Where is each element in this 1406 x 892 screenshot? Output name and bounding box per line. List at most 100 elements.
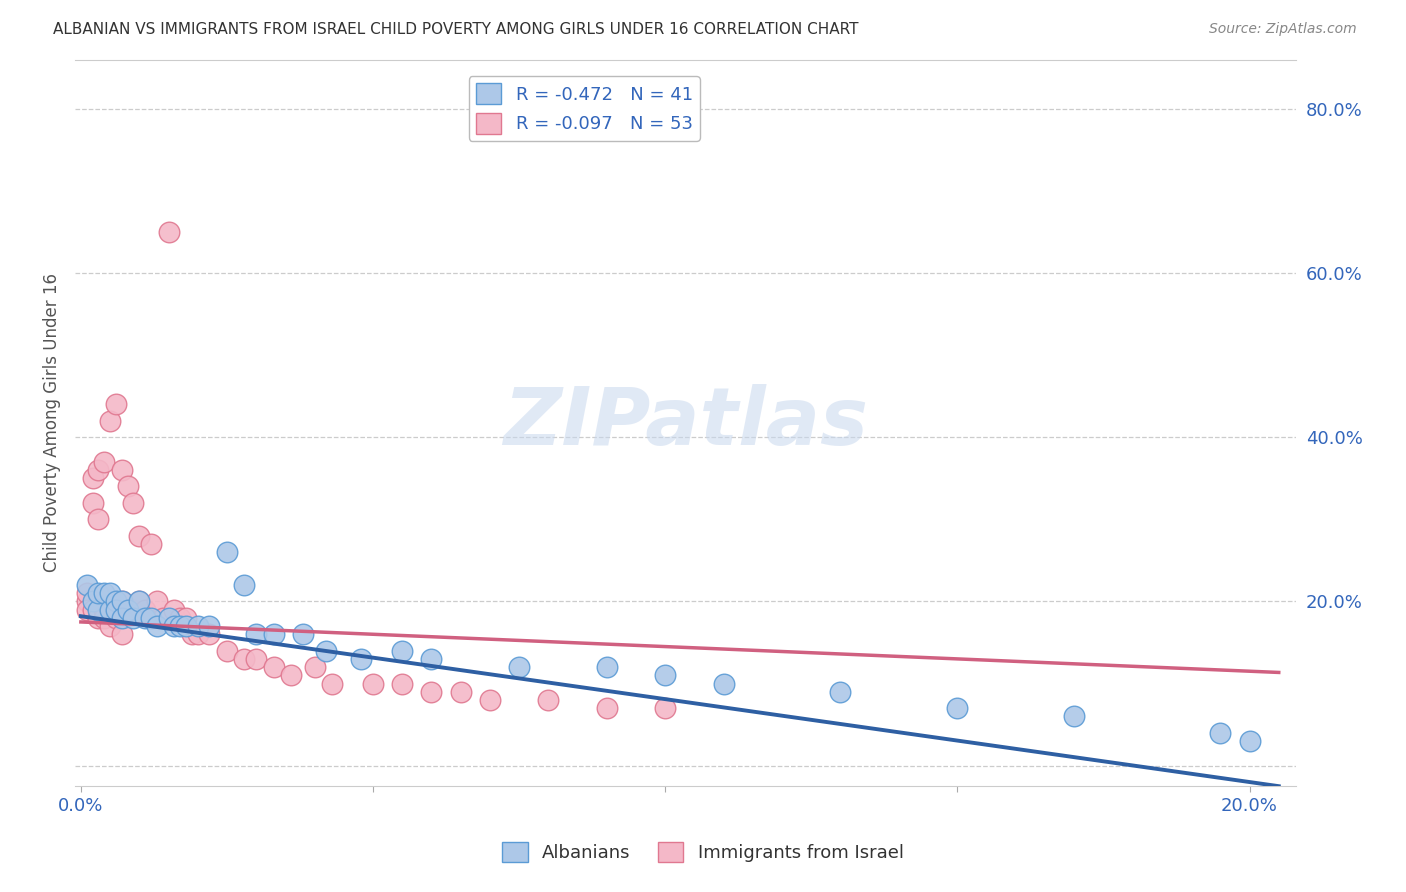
Point	[215, 643, 238, 657]
Point	[111, 463, 134, 477]
Legend: Albanians, Immigrants from Israel: Albanians, Immigrants from Israel	[495, 834, 911, 870]
Point	[76, 586, 98, 600]
Point	[304, 660, 326, 674]
Point	[321, 676, 343, 690]
Point	[104, 594, 127, 608]
Point	[169, 619, 191, 633]
Point	[830, 684, 852, 698]
Point	[1209, 726, 1232, 740]
Point	[291, 627, 314, 641]
Point	[713, 676, 735, 690]
Point	[117, 479, 139, 493]
Point	[98, 602, 121, 616]
Point	[450, 684, 472, 698]
Point	[104, 397, 127, 411]
Point	[163, 619, 186, 633]
Y-axis label: Child Poverty Among Girls Under 16: Child Poverty Among Girls Under 16	[44, 273, 60, 573]
Point	[537, 693, 560, 707]
Point	[139, 611, 162, 625]
Point	[104, 611, 127, 625]
Point	[111, 611, 134, 625]
Point	[315, 643, 337, 657]
Point	[122, 496, 145, 510]
Point	[596, 701, 619, 715]
Point	[654, 701, 676, 715]
Point	[76, 594, 98, 608]
Point	[122, 611, 145, 625]
Point	[245, 627, 267, 641]
Point	[152, 611, 174, 625]
Point	[245, 652, 267, 666]
Point	[508, 660, 530, 674]
Point	[122, 602, 145, 616]
Point	[128, 594, 150, 608]
Point	[174, 611, 197, 625]
Point	[87, 611, 110, 625]
Point	[98, 586, 121, 600]
Point	[157, 611, 180, 625]
Point	[215, 545, 238, 559]
Point	[391, 676, 413, 690]
Point	[117, 602, 139, 616]
Text: Source: ZipAtlas.com: Source: ZipAtlas.com	[1209, 22, 1357, 37]
Point	[146, 594, 169, 608]
Point	[263, 627, 285, 641]
Point	[104, 602, 127, 616]
Point	[98, 602, 121, 616]
Point	[420, 652, 443, 666]
Point	[420, 684, 443, 698]
Point	[87, 463, 110, 477]
Point	[82, 594, 104, 608]
Point	[478, 693, 501, 707]
Point	[654, 668, 676, 682]
Point	[946, 701, 969, 715]
Point	[263, 660, 285, 674]
Point	[93, 611, 115, 625]
Point	[76, 578, 98, 592]
Point	[174, 619, 197, 633]
Point	[117, 602, 139, 616]
Point	[134, 611, 156, 625]
Point	[87, 512, 110, 526]
Point	[361, 676, 384, 690]
Point	[82, 496, 104, 510]
Point	[111, 627, 134, 641]
Point	[391, 643, 413, 657]
Point	[87, 602, 110, 616]
Point	[93, 602, 115, 616]
Point	[87, 586, 110, 600]
Point	[76, 602, 98, 616]
Legend: R = -0.472   N = 41, R = -0.097   N = 53: R = -0.472 N = 41, R = -0.097 N = 53	[468, 76, 700, 141]
Point	[198, 619, 221, 633]
Point	[128, 594, 150, 608]
Text: ALBANIAN VS IMMIGRANTS FROM ISRAEL CHILD POVERTY AMONG GIRLS UNDER 16 CORRELATIO: ALBANIAN VS IMMIGRANTS FROM ISRAEL CHILD…	[53, 22, 859, 37]
Point	[146, 619, 169, 633]
Point	[93, 455, 115, 469]
Point	[163, 602, 186, 616]
Point	[1063, 709, 1085, 723]
Point	[111, 594, 134, 608]
Point	[169, 611, 191, 625]
Point	[98, 414, 121, 428]
Point	[82, 602, 104, 616]
Point	[1239, 734, 1261, 748]
Point	[104, 602, 127, 616]
Point	[180, 627, 202, 641]
Point	[157, 225, 180, 239]
Point	[350, 652, 373, 666]
Point	[111, 594, 134, 608]
Point	[233, 652, 256, 666]
Point	[280, 668, 302, 682]
Point	[98, 619, 121, 633]
Point	[596, 660, 619, 674]
Point	[187, 619, 209, 633]
Point	[233, 578, 256, 592]
Point	[134, 602, 156, 616]
Point	[139, 537, 162, 551]
Text: ZIPatlas: ZIPatlas	[503, 384, 868, 462]
Point	[198, 627, 221, 641]
Point	[128, 529, 150, 543]
Point	[93, 586, 115, 600]
Point	[82, 471, 104, 485]
Point	[187, 627, 209, 641]
